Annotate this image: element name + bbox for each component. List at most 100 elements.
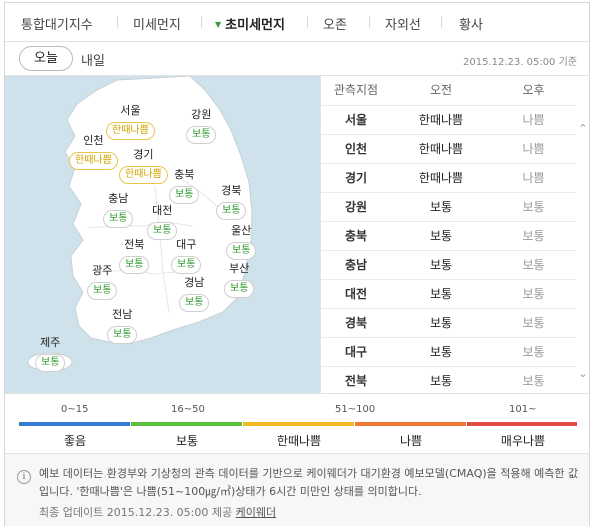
- row-station: 충북: [344, 229, 368, 243]
- row-morning: 보통: [429, 287, 453, 301]
- table-row: 대전 보통 보통: [321, 279, 576, 309]
- row-station: 대구: [344, 345, 368, 359]
- header-afternoon: 오후: [522, 83, 545, 97]
- row-afternoon: 나쁨: [522, 171, 545, 185]
- table-row: 전북 보통 보통: [321, 366, 576, 396]
- scroll-down-chevron-icon[interactable]: ⌄: [578, 367, 588, 380]
- forecast-table: 관측지점 오전 오후 서울 한때나쁨 나쁨 인천 한때나쁨 나쁨 경기 한때나쁨 나쁨 강원…: [320, 75, 590, 394]
- today-button[interactable]: 오늘: [19, 46, 73, 71]
- table-row: 서울 한때나쁨 나쁨: [321, 105, 576, 135]
- region-level-badge: 보통: [216, 202, 247, 220]
- scale-tick: 16~50: [171, 404, 205, 415]
- header-morning: 오전: [429, 83, 453, 97]
- region-level-badge: 보통: [179, 294, 210, 312]
- tab-uv[interactable]: 자외선: [385, 18, 421, 33]
- region-name: 광주: [92, 264, 113, 277]
- row-afternoon: 보통: [522, 258, 545, 272]
- row-station: 경북: [344, 316, 368, 330]
- row-afternoon: 보통: [522, 287, 545, 301]
- region-jeonbuk[interactable]: 전북 보통: [119, 238, 150, 274]
- row-station: 충남: [344, 258, 368, 272]
- region-name: 대구: [176, 238, 197, 251]
- region-level-badge: 한때나쁨: [69, 152, 118, 170]
- level-scale: 0~15 16~50 51~100 101~ 좋음 보통 한때나쁨 나쁨 매우나…: [5, 393, 589, 452]
- region-name: 부산: [229, 262, 250, 275]
- region-busan[interactable]: 부산 보통: [224, 262, 255, 298]
- tomorrow-button[interactable]: 내일: [81, 54, 105, 69]
- row-station: 대전: [344, 287, 368, 301]
- region-ulsan[interactable]: 울산 보통: [226, 224, 257, 260]
- region-name: 강원: [191, 108, 212, 121]
- region-level-badge: 보통: [107, 326, 138, 344]
- tab-air-index[interactable]: 통합대기지수: [21, 18, 93, 33]
- row-afternoon: 보통: [522, 200, 545, 214]
- last-update: 최종 업데이트 2015.12.23. 05:00 제공 케이웨더: [39, 504, 276, 520]
- scroll-up-chevron-icon[interactable]: ⌃: [578, 122, 588, 135]
- region-name: 울산: [231, 224, 252, 237]
- level-label: 나쁨: [399, 434, 423, 448]
- region-gyeongbuk[interactable]: 경북 보통: [216, 184, 247, 220]
- table-header: 관측지점 오전 오후: [321, 76, 576, 105]
- row-morning: 보통: [429, 229, 453, 243]
- tab-divider: [201, 16, 202, 28]
- level-bar-bad: [355, 422, 466, 426]
- region-jeju[interactable]: 제주 보통: [35, 336, 66, 372]
- region-chungnam[interactable]: 충남 보통: [103, 192, 134, 228]
- row-afternoon: 보통: [522, 229, 545, 243]
- row-morning: 한때나쁨: [418, 171, 464, 185]
- region-level-badge: 한때나쁨: [106, 122, 155, 140]
- level-label: 좋음: [63, 434, 87, 448]
- forecast-note: i 예보 데이터는 환경부와 기상청의 관측 데이터를 기반으로 케이웨더가 대…: [5, 453, 589, 526]
- region-level-badge: 보통: [171, 256, 202, 274]
- region-name: 경기: [133, 148, 154, 161]
- row-afternoon: 나쁨: [522, 142, 545, 156]
- tab-divider: [441, 16, 442, 28]
- tab-pm25-label: 초미세먼지: [225, 18, 285, 33]
- region-chungbuk[interactable]: 충북 보통: [169, 168, 200, 204]
- header-station: 관측지점: [333, 83, 379, 97]
- region-name: 대전: [152, 204, 173, 217]
- region-name: 전북: [124, 238, 145, 251]
- row-morning: 보통: [429, 200, 453, 214]
- level-label: 매우나쁨: [500, 434, 546, 448]
- row-morning: 보통: [429, 345, 453, 359]
- table-row: 경기 한때나쁨 나쁨: [321, 163, 576, 193]
- region-level-badge: 한때나쁨: [119, 166, 168, 184]
- tab-pm10[interactable]: 미세먼지: [133, 18, 181, 33]
- tab-yellow-dust[interactable]: 황사: [459, 18, 483, 33]
- row-morning: 한때나쁨: [418, 113, 464, 127]
- region-name: 서울: [120, 104, 141, 117]
- region-incheon[interactable]: 인천 한때나쁨: [69, 134, 118, 170]
- note-text: 예보 데이터는 환경부와 기상청의 관측 데이터를 기반으로 케이웨더가 대기환…: [39, 467, 579, 498]
- tab-divider: [369, 16, 370, 28]
- level-bar-normal: [131, 422, 242, 426]
- region-level-badge: 보통: [147, 222, 178, 240]
- tab-pm25[interactable]: ▼ 초미세먼지: [215, 14, 285, 33]
- region-level-badge: 보통: [87, 282, 118, 300]
- row-morning: 보통: [429, 316, 453, 330]
- korea-map: 서울 한때나쁨 강원 보통 인천 한때나쁨 경기 한때나쁨 충북 보통 충남 보통 경북 보통…: [5, 75, 320, 394]
- tab-ozone[interactable]: 오존: [323, 18, 347, 33]
- region-level-badge: 보통: [186, 126, 217, 144]
- row-station: 전북: [344, 374, 368, 388]
- fine-dust-widget: 통합대기지수 미세먼지 ▼ 초미세먼지 오존 자외선 황사 오늘 내일 2015.…: [4, 2, 590, 526]
- level-bar-very-bad: [467, 422, 577, 426]
- region-level-badge: 보통: [103, 210, 134, 228]
- table-row: 경북 보통 보통: [321, 308, 576, 338]
- pollutant-tabs: 통합대기지수 미세먼지 ▼ 초미세먼지 오존 자외선 황사: [5, 3, 589, 42]
- region-name: 전남: [112, 308, 133, 321]
- row-morning: 보통: [429, 258, 453, 272]
- region-name: 경남: [184, 276, 205, 289]
- provider-link[interactable]: 케이웨더: [235, 506, 277, 519]
- level-bar-temp-bad: [243, 422, 354, 426]
- table-row: 충북 보통 보통: [321, 221, 576, 251]
- level-bar-good: [19, 422, 130, 426]
